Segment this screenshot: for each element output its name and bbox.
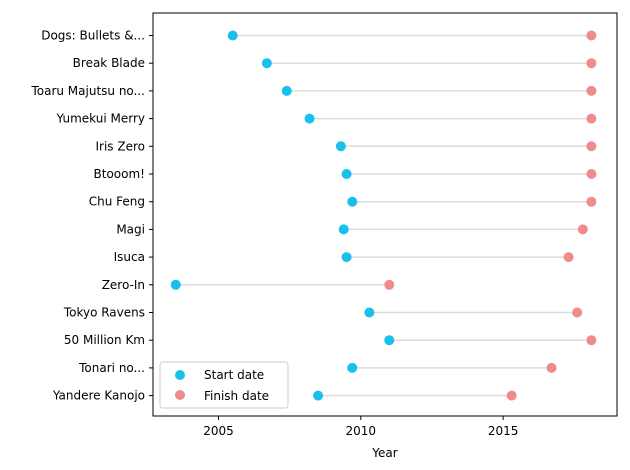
start-point bbox=[313, 390, 324, 401]
y-axis: Dogs: Bullets &... Break Blade Toaru Majut… bbox=[30, 29, 153, 403]
start-point bbox=[341, 169, 352, 179]
x-tick-label: 2010 bbox=[346, 424, 377, 438]
y-tick-label: Dogs: Bullets &... bbox=[41, 29, 145, 43]
start-point bbox=[304, 113, 315, 124]
finish-point bbox=[546, 362, 557, 373]
y-tick-label: Btooom! bbox=[94, 167, 145, 181]
finish-point bbox=[586, 141, 597, 152]
x-axis-title: Year bbox=[371, 446, 397, 460]
start-point bbox=[364, 307, 375, 318]
y-tick-label: Toaru Majutsu no... bbox=[30, 84, 145, 98]
start-point bbox=[227, 30, 238, 41]
plot-frame bbox=[152, 12, 618, 417]
legend-frame bbox=[159, 361, 289, 409]
legend-label-finish: Finish date bbox=[204, 389, 269, 403]
start-point bbox=[338, 224, 349, 235]
start-point bbox=[335, 141, 346, 152]
start-point bbox=[170, 279, 181, 290]
data-points bbox=[170, 30, 597, 401]
legend-label-start: Start date bbox=[204, 368, 264, 382]
start-point bbox=[347, 362, 358, 373]
x-axis: 2005 2010 2015 bbox=[203, 416, 518, 438]
start-point bbox=[384, 335, 395, 346]
finish-point bbox=[586, 169, 597, 179]
start-point bbox=[261, 58, 272, 69]
start-point bbox=[341, 252, 352, 263]
x-tick-label: 2005 bbox=[203, 424, 234, 438]
finish-point bbox=[572, 307, 583, 318]
finish-point bbox=[586, 113, 597, 124]
legend: Start date Finish date bbox=[159, 361, 289, 409]
finish-point bbox=[586, 85, 597, 96]
y-tick-label: Tokyo Ravens bbox=[63, 306, 145, 320]
y-tick-label: Yumekui Merry bbox=[56, 112, 145, 126]
start-point bbox=[347, 196, 358, 207]
finish-point bbox=[586, 58, 597, 69]
finish-point bbox=[384, 279, 395, 290]
x-tick-label: 2015 bbox=[488, 424, 519, 438]
y-tick-label: Tonari no... bbox=[78, 361, 145, 375]
connector-lines bbox=[175, 34, 592, 397]
y-tick-label: Iris Zero bbox=[96, 139, 146, 153]
y-tick-label: Zero-In bbox=[102, 278, 145, 292]
finish-point bbox=[577, 224, 588, 235]
finish-point bbox=[506, 390, 517, 401]
y-tick-label: Break Blade bbox=[73, 56, 145, 70]
finish-point bbox=[586, 196, 597, 207]
legend-marker-start bbox=[175, 370, 185, 380]
legend-marker-finish bbox=[175, 390, 185, 400]
y-tick-label: Isuca bbox=[114, 250, 145, 264]
finish-point bbox=[563, 252, 574, 263]
y-tick-label: Chu Feng bbox=[89, 195, 145, 209]
start-point bbox=[281, 85, 292, 96]
finish-point bbox=[586, 335, 597, 346]
finish-point bbox=[586, 30, 597, 41]
y-tick-label: 50 Million Km bbox=[64, 333, 145, 347]
y-tick-label: Yandere Kanojo bbox=[52, 389, 145, 403]
y-tick-label: Magi bbox=[116, 222, 145, 236]
